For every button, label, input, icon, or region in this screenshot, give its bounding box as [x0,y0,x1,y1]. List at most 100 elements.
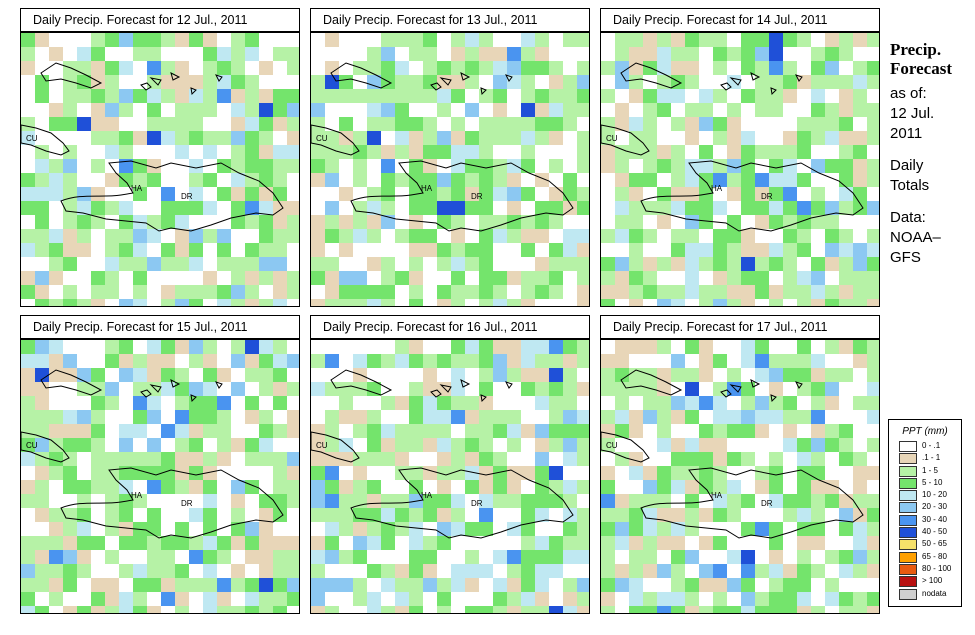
precip-cell [49,89,63,103]
precip-cell [451,201,465,215]
precip-cell [493,564,507,578]
precip-cell [367,75,381,89]
precip-cell [49,494,63,508]
precip-cell [245,592,259,606]
precip-cell [49,285,63,299]
precip-cell [741,522,755,536]
precip-cell [755,75,769,89]
precip-cell [769,466,783,480]
precip-cell [867,564,879,578]
precip-cell [119,368,133,382]
precip-cell [245,410,259,424]
precip-cell [769,564,783,578]
precip-cell [493,103,507,117]
precip-cell [755,33,769,47]
precip-cell [521,117,535,131]
precip-cell [217,61,231,75]
precip-cell [853,452,867,466]
precip-cell [381,75,395,89]
precip-cell [49,47,63,61]
precip-cell [577,271,589,285]
precip-cell [755,438,769,452]
precip-cell [353,564,367,578]
precip-cell [91,243,105,257]
precip-cell [769,382,783,396]
precip-cell [105,243,119,257]
legend-swatch [899,465,917,477]
precip-cell [437,89,451,103]
precip-cell [577,215,589,229]
precip-cell [699,578,713,592]
precip-cell [451,354,465,368]
precip-cell [727,522,741,536]
precip-cell [507,271,521,285]
precip-cell [259,452,273,466]
bahamas-coastline [430,379,513,403]
precip-cell [437,592,451,606]
precip-cell [119,299,133,306]
precip-cell [245,103,259,117]
precip-cell [367,466,381,480]
precip-cell [549,75,563,89]
precip-cell [563,257,577,271]
precip-cell [189,61,203,75]
precip-cell [77,592,91,606]
precip-cell [353,606,367,613]
precip-cell [35,75,49,89]
precip-cell [203,550,217,564]
precip-cell [395,145,409,159]
precip-cell [63,438,77,452]
precip-cell [91,89,105,103]
precip-cell [231,215,245,229]
precip-cell [783,536,797,550]
precip-cell [367,271,381,285]
precip-cell [713,396,727,410]
precip-cell [811,159,825,173]
precip-cell [643,229,657,243]
precip-cell [311,131,325,145]
precip-cell [741,285,755,299]
label-ha: HA [711,491,723,500]
precip-cell [409,229,423,243]
precip-cell [147,215,161,229]
precip-cell [629,145,643,159]
precip-cell [381,285,395,299]
precip-cell [105,564,119,578]
precip-cell [231,550,245,564]
precip-cell [783,229,797,243]
precip-cell [147,61,161,75]
precip-cell [549,578,563,592]
precip-cell [643,424,657,438]
precip-cell [77,285,91,299]
precip-cell [147,438,161,452]
precip-cell [507,215,521,229]
precip-cell [783,243,797,257]
precip-cell [825,382,839,396]
precip-cell [339,257,353,271]
precip-cell [273,103,287,117]
precip-cell [769,550,783,564]
precip-cell [535,145,549,159]
precip-cell [741,117,755,131]
precip-cell [615,47,629,61]
precip-cell [535,452,549,466]
totals-1: Daily [890,157,924,174]
precip-cell [699,299,713,306]
precip-cell [423,285,437,299]
precip-cell [549,340,563,354]
precip-cell [339,229,353,243]
precip-cell [867,159,879,173]
precip-cell [161,606,175,613]
precip-cell [245,117,259,131]
precip-cell [105,159,119,173]
precip-cell [713,494,727,508]
precip-cell [741,215,755,229]
precip-cell [367,480,381,494]
precip-cell [77,354,91,368]
precip-cell [479,340,493,354]
precip-cell [273,550,287,564]
precip-cell [535,215,549,229]
precip-cell [119,578,133,592]
precip-cell [727,578,741,592]
precip-cell [535,75,549,89]
